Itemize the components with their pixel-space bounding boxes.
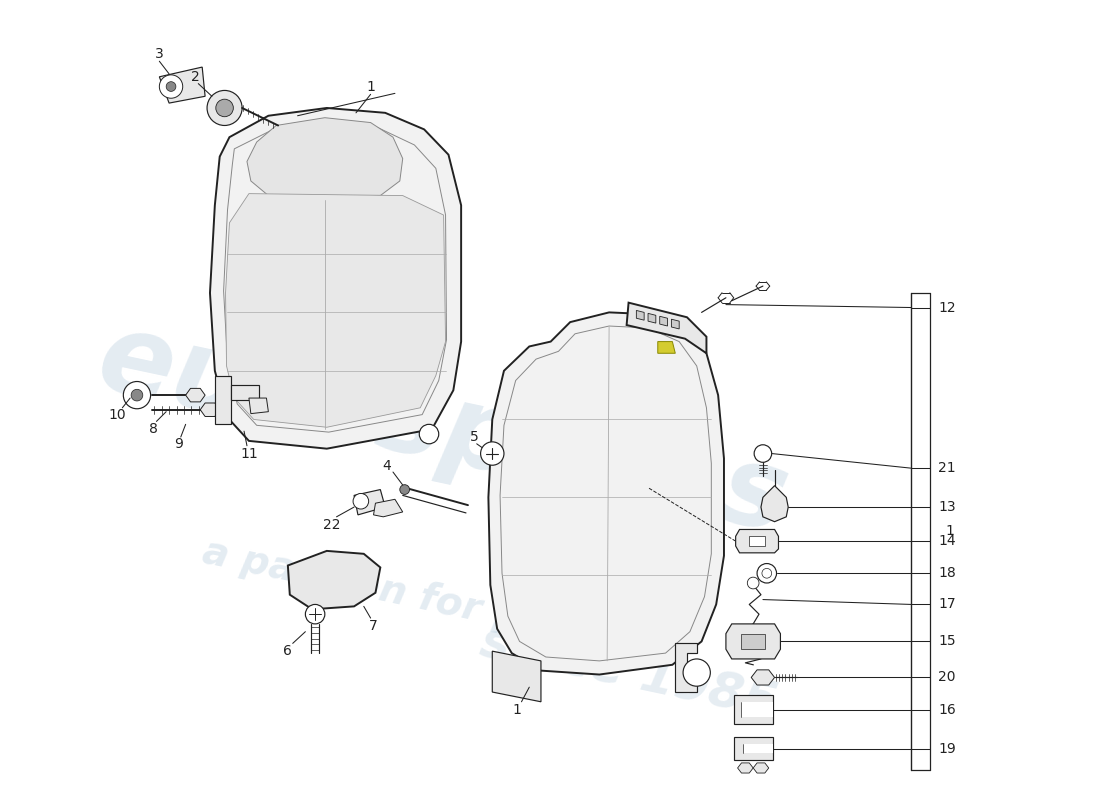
Text: 5: 5	[471, 430, 480, 444]
Polygon shape	[210, 108, 461, 449]
Text: 9: 9	[175, 437, 184, 451]
Polygon shape	[354, 490, 385, 515]
Text: 3: 3	[155, 47, 164, 62]
Circle shape	[399, 485, 409, 494]
Circle shape	[757, 563, 777, 583]
Polygon shape	[249, 398, 268, 414]
Polygon shape	[726, 624, 780, 659]
Text: 1: 1	[945, 525, 954, 538]
Polygon shape	[200, 403, 220, 417]
Polygon shape	[671, 319, 679, 329]
Polygon shape	[736, 530, 779, 553]
Text: 4: 4	[383, 459, 392, 473]
Text: 6: 6	[284, 644, 293, 658]
Polygon shape	[627, 302, 706, 354]
Text: since 1985: since 1985	[475, 618, 781, 727]
Polygon shape	[744, 744, 772, 754]
Polygon shape	[754, 763, 769, 773]
Polygon shape	[675, 643, 696, 692]
Text: a passion for parts: a passion for parts	[199, 534, 610, 656]
Polygon shape	[648, 314, 656, 323]
Text: 11: 11	[240, 446, 257, 461]
Text: 12: 12	[938, 301, 956, 314]
Text: 15: 15	[938, 634, 956, 649]
Text: 20: 20	[938, 670, 956, 685]
Circle shape	[683, 659, 711, 686]
Circle shape	[481, 442, 504, 466]
Text: 21: 21	[938, 461, 956, 475]
Polygon shape	[741, 634, 764, 650]
Text: 16: 16	[938, 702, 956, 717]
Polygon shape	[761, 486, 789, 522]
Polygon shape	[248, 118, 403, 201]
Polygon shape	[734, 695, 772, 724]
Polygon shape	[734, 737, 772, 760]
Circle shape	[160, 75, 183, 98]
Circle shape	[747, 577, 759, 589]
Text: eurospares: eurospares	[89, 304, 799, 554]
Polygon shape	[751, 670, 774, 685]
Text: 18: 18	[938, 566, 956, 580]
Circle shape	[419, 424, 439, 444]
Text: 14: 14	[938, 534, 956, 548]
Polygon shape	[658, 342, 675, 354]
Polygon shape	[660, 316, 668, 326]
Polygon shape	[160, 67, 205, 103]
Polygon shape	[186, 388, 205, 402]
Polygon shape	[288, 551, 381, 610]
Circle shape	[762, 569, 772, 578]
Text: 19: 19	[938, 742, 956, 755]
Text: 17: 17	[938, 598, 956, 611]
Text: 8: 8	[150, 422, 158, 436]
Polygon shape	[741, 702, 772, 718]
Circle shape	[353, 494, 369, 509]
Text: 13: 13	[938, 500, 956, 514]
Polygon shape	[214, 376, 231, 424]
Polygon shape	[488, 312, 724, 674]
Polygon shape	[637, 310, 645, 320]
Circle shape	[755, 445, 772, 462]
Circle shape	[123, 382, 151, 409]
Polygon shape	[231, 386, 258, 400]
Polygon shape	[738, 763, 754, 773]
Polygon shape	[749, 536, 764, 546]
Circle shape	[207, 90, 242, 126]
Text: 2: 2	[191, 70, 200, 84]
Polygon shape	[226, 194, 446, 427]
Text: 22: 22	[323, 518, 340, 532]
Text: 1: 1	[366, 79, 375, 94]
Circle shape	[131, 390, 143, 401]
Circle shape	[216, 99, 233, 117]
Text: 10: 10	[109, 408, 126, 422]
Circle shape	[306, 605, 324, 624]
Polygon shape	[374, 499, 403, 517]
Text: 1: 1	[513, 702, 521, 717]
Circle shape	[166, 82, 176, 91]
Polygon shape	[493, 651, 541, 702]
Text: 7: 7	[370, 619, 378, 633]
